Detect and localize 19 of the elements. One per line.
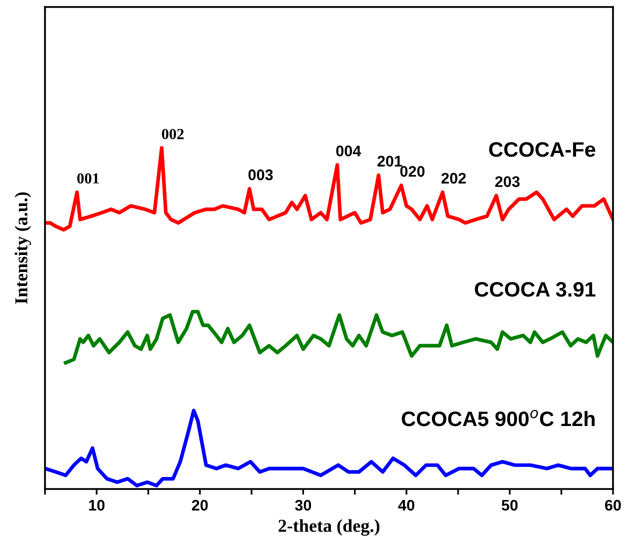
- annotation: 203: [495, 176, 520, 188]
- y-axis-title: Intensity (a.u.): [14, 192, 32, 304]
- x-tick-label: 60: [605, 500, 621, 511]
- series-label: CCOCA 3.91: [474, 282, 596, 297]
- series-label: CCOCA-Fe: [489, 142, 596, 157]
- x-axis-title: 2-theta (deg.): [278, 519, 380, 536]
- series-label: CCOCA5 900$^{o}$C 12h: [402, 410, 595, 426]
- annotation: 201: [377, 156, 402, 167]
- x-tick-label: 40: [398, 500, 414, 511]
- x-tick-label: 50: [502, 500, 518, 511]
- x-tick-label: 20: [192, 500, 208, 511]
- x-tick-label: 30: [295, 500, 312, 511]
- annotation: 003: [248, 169, 273, 180]
- annotation: 002: [162, 128, 184, 140]
- annotation: 202: [441, 172, 466, 184]
- x-tick-label: 10: [89, 500, 105, 511]
- annotation: 020: [400, 166, 425, 177]
- annotation: 001: [77, 173, 99, 184]
- annotation: 004: [336, 146, 362, 156]
